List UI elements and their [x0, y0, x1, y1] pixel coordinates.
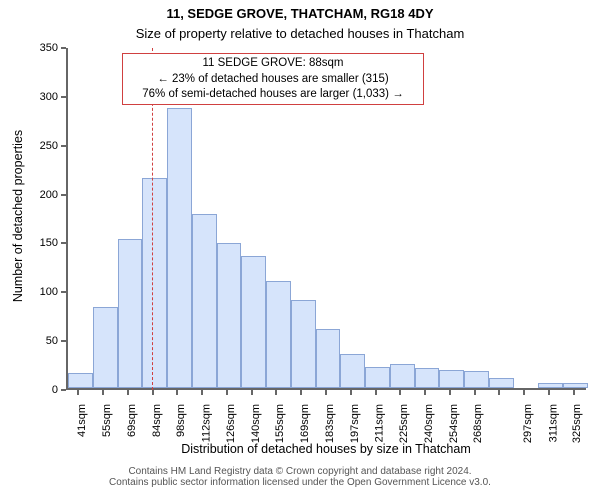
x-tick-mark — [350, 390, 352, 395]
x-tick-label: 98sqm — [175, 404, 187, 437]
x-tick-mark — [152, 390, 154, 395]
annotation-box: 11 SEDGE GROVE: 88sqm← 23% of detached h… — [122, 53, 424, 105]
histogram-bar — [192, 214, 217, 388]
histogram-bar — [291, 300, 316, 388]
histogram-bar — [415, 368, 440, 388]
x-tick-label: 197sqm — [349, 404, 361, 443]
x-tick-label: 211sqm — [374, 404, 386, 442]
x-tick-mark — [77, 390, 79, 395]
chart-subtitle: Size of property relative to detached ho… — [0, 26, 600, 41]
histogram-bar — [118, 239, 143, 389]
y-tick-label: 150 — [40, 237, 58, 249]
x-tick-mark — [573, 390, 575, 395]
x-tick-label: 84sqm — [151, 404, 163, 437]
y-tick-mark — [61, 96, 66, 98]
histogram-bar — [68, 373, 93, 388]
x-tick-mark — [548, 390, 550, 395]
x-tick-label: 183sqm — [324, 404, 336, 443]
footer-line-2: Contains public sector information licen… — [0, 477, 600, 488]
y-tick-mark — [61, 340, 66, 342]
histogram-bar — [439, 370, 464, 388]
x-tick-label: 297sqm — [522, 404, 534, 443]
y-tick-label: 100 — [40, 286, 58, 298]
x-tick-mark — [498, 390, 500, 395]
x-tick-label: 311sqm — [547, 404, 559, 442]
y-tick-mark — [61, 389, 66, 391]
x-tick-mark — [275, 390, 277, 395]
histogram-bar — [93, 307, 118, 388]
annotation-line: 76% of semi-detached houses are larger (… — [127, 87, 419, 103]
histogram-bar — [464, 371, 489, 388]
x-tick-label: 140sqm — [250, 404, 262, 443]
x-tick-mark — [201, 390, 203, 395]
y-tick-mark — [61, 291, 66, 293]
x-tick-label: 112sqm — [200, 404, 212, 442]
x-tick-label: 126sqm — [225, 404, 237, 443]
y-tick-label: 0 — [52, 384, 58, 396]
x-tick-label: 240sqm — [423, 404, 435, 443]
x-tick-label: 325sqm — [572, 404, 584, 443]
footer-line-1: Contains HM Land Registry data © Crown c… — [0, 466, 600, 477]
histogram-bar — [266, 281, 291, 388]
annotation-line: 11 SEDGE GROVE: 88sqm — [127, 56, 419, 72]
x-tick-mark — [127, 390, 129, 395]
x-tick-label: 254sqm — [448, 404, 460, 443]
chart-title: 11, SEDGE GROVE, THATCHAM, RG18 4DY — [0, 6, 600, 21]
x-axis-label: Distribution of detached houses by size … — [66, 442, 586, 456]
histogram-bar — [390, 364, 415, 388]
histogram-bar — [538, 383, 563, 388]
x-tick-label: 268sqm — [473, 404, 485, 443]
plot-area: 11 SEDGE GROVE: 88sqm← 23% of detached h… — [66, 48, 586, 390]
histogram-bar — [241, 256, 266, 388]
x-tick-mark — [424, 390, 426, 395]
x-tick-label: 225sqm — [398, 404, 410, 443]
y-tick-label: 350 — [40, 42, 58, 54]
histogram-bar — [563, 383, 588, 388]
annotation-line: ← 23% of detached houses are smaller (31… — [127, 72, 419, 88]
x-tick-label: 41sqm — [76, 404, 88, 437]
y-tick-mark — [61, 145, 66, 147]
y-tick-mark — [61, 47, 66, 49]
y-tick-label: 50 — [46, 335, 58, 347]
y-tick-label: 250 — [40, 140, 58, 152]
x-tick-mark — [474, 390, 476, 395]
footer-attribution: Contains HM Land Registry data © Crown c… — [0, 466, 600, 488]
histogram-bar — [365, 367, 390, 388]
histogram-bar — [489, 378, 514, 388]
x-tick-mark — [300, 390, 302, 395]
histogram-bar — [142, 178, 167, 388]
x-tick-mark — [226, 390, 228, 395]
x-tick-mark — [176, 390, 178, 395]
x-tick-label: 69sqm — [126, 404, 138, 437]
y-tick-mark — [61, 194, 66, 196]
x-tick-label: 55sqm — [101, 404, 113, 437]
x-tick-label: 155sqm — [274, 404, 286, 443]
x-tick-mark — [251, 390, 253, 395]
x-tick-mark — [375, 390, 377, 395]
x-tick-mark — [523, 390, 525, 395]
x-tick-mark — [102, 390, 104, 395]
x-tick-mark — [399, 390, 401, 395]
histogram-bar — [316, 329, 341, 388]
x-tick-label: 169sqm — [299, 404, 311, 443]
histogram-bar — [217, 243, 242, 388]
chart-container: 11, SEDGE GROVE, THATCHAM, RG18 4DY Size… — [0, 0, 600, 500]
y-tick-label: 300 — [40, 91, 58, 103]
y-tick-label: 200 — [40, 189, 58, 201]
y-tick-mark — [61, 242, 66, 244]
x-tick-mark — [449, 390, 451, 395]
y-axis-label: Number of detached properties — [11, 106, 25, 326]
histogram-bar — [167, 108, 192, 388]
x-tick-mark — [325, 390, 327, 395]
histogram-bar — [340, 354, 365, 388]
